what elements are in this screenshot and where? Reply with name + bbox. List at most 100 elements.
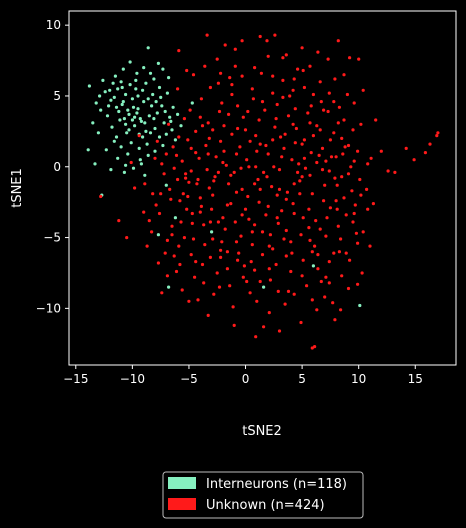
interneuron-point xyxy=(154,100,158,104)
unknown-point xyxy=(351,128,355,132)
unknown-point xyxy=(233,64,237,68)
unknown-point xyxy=(227,182,231,186)
unknown-point xyxy=(223,227,227,231)
unknown-point xyxy=(291,202,295,206)
unknown-point xyxy=(340,175,344,179)
unknown-point xyxy=(290,251,294,255)
unknown-point xyxy=(327,260,331,264)
unknown-point xyxy=(277,187,282,191)
unknown-point xyxy=(308,238,312,242)
unknown-point xyxy=(219,248,223,252)
unknown-point xyxy=(346,286,351,291)
unknown-point xyxy=(188,108,192,112)
unknown-point xyxy=(247,165,251,169)
unknown-point xyxy=(239,166,243,170)
unknown-point xyxy=(176,177,180,182)
unknown-point xyxy=(206,313,210,317)
unknown-point xyxy=(309,151,313,155)
unknown-point xyxy=(282,146,286,150)
interneuron-point xyxy=(96,131,100,135)
unknown-point xyxy=(167,122,171,126)
unknown-point xyxy=(257,118,261,122)
unknown-point xyxy=(356,149,360,153)
unknown-point xyxy=(436,131,440,135)
interneuron-point xyxy=(171,105,175,109)
unknown-point xyxy=(185,207,189,211)
unknown-point xyxy=(246,109,250,114)
unknown-point xyxy=(251,97,255,101)
unknown-point xyxy=(308,173,312,177)
interneuron-point xyxy=(169,119,173,123)
unknown-point xyxy=(239,234,243,238)
unknown-point xyxy=(243,128,248,132)
unknown-point xyxy=(228,76,232,80)
interneuron-point xyxy=(116,156,120,160)
unknown-point xyxy=(184,176,188,180)
unknown-point xyxy=(342,196,346,200)
unknown-point xyxy=(177,49,181,53)
interneuron-point xyxy=(137,146,141,150)
unknown-point xyxy=(125,236,129,240)
unknown-point xyxy=(325,216,329,220)
unknown-point xyxy=(211,128,215,132)
interneuron-point xyxy=(135,111,139,115)
interneuron-point xyxy=(111,81,115,85)
interneuron-point xyxy=(134,78,138,82)
unknown-point xyxy=(271,247,275,251)
unknown-point xyxy=(272,165,276,169)
unknown-point xyxy=(99,194,103,199)
interneuron-point xyxy=(135,71,139,75)
unknown-point xyxy=(284,197,288,201)
unknown-point xyxy=(211,193,215,197)
unknown-point xyxy=(284,228,288,233)
unknown-point xyxy=(285,190,289,194)
legend: Interneurons (n=118) Unknown (n=424) xyxy=(162,471,364,519)
unknown-point xyxy=(258,142,262,146)
unknown-point xyxy=(258,34,262,39)
unknown-point xyxy=(182,236,186,240)
unknown-point xyxy=(316,253,320,257)
unknown-point xyxy=(315,124,319,128)
unknown-point xyxy=(328,206,332,210)
interneuron-point xyxy=(130,118,134,122)
interneuron-point xyxy=(142,100,146,104)
unknown-point xyxy=(204,143,208,148)
unknown-point xyxy=(142,210,146,214)
unknown-point xyxy=(310,250,314,254)
unknown-point xyxy=(199,97,203,101)
interneuron-point xyxy=(138,117,142,121)
interneuron-point xyxy=(138,158,142,162)
y-axis-label: tSNE1 xyxy=(10,168,25,208)
interneuron-point xyxy=(150,104,154,108)
interneuron-point xyxy=(109,98,113,102)
unknown-point xyxy=(190,221,194,225)
unknown-point xyxy=(179,220,183,224)
x-tick-label: 15 xyxy=(408,372,423,386)
unknown-point xyxy=(215,271,219,275)
unknown-point xyxy=(337,105,341,109)
unknown-point xyxy=(309,104,313,108)
unknown-point xyxy=(328,138,332,142)
interneuron-point xyxy=(127,128,131,132)
unknown-point xyxy=(284,254,288,258)
interneuron-point xyxy=(210,230,214,234)
unknown-point xyxy=(344,213,348,217)
interneuron-point xyxy=(146,97,150,101)
unknown-point xyxy=(319,100,323,104)
unknown-point xyxy=(186,138,190,142)
unknown-point xyxy=(258,279,262,284)
unknown-point xyxy=(198,210,202,214)
unknown-point xyxy=(326,109,330,114)
unknown-point xyxy=(240,39,244,43)
unknown-point xyxy=(301,258,305,262)
unknown-point xyxy=(345,92,349,97)
interneuron-point xyxy=(170,128,174,132)
unknown-point xyxy=(275,216,279,220)
unknown-point xyxy=(203,64,207,68)
unknown-point xyxy=(313,244,317,248)
plot-frame xyxy=(68,10,457,366)
unknown-point xyxy=(213,175,217,179)
unknown-point xyxy=(319,279,323,284)
y-axis: −10 −5 0 5 10 xyxy=(36,18,69,315)
y-tick-label: 0 xyxy=(53,160,61,174)
